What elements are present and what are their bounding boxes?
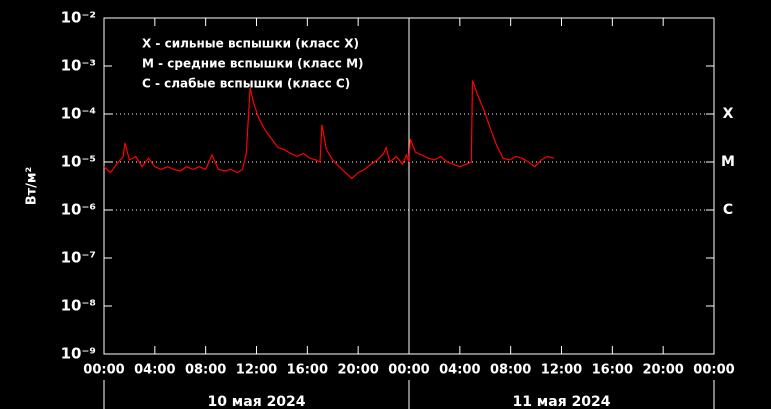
date-label: 11 мая 2024 (512, 394, 610, 409)
y-tick-label: 10⁻³ (61, 57, 96, 75)
legend-text: X - сильные вспышки (класс X) (142, 37, 359, 51)
x-tick-label: 00:00 (83, 363, 124, 378)
level-label: X (723, 106, 734, 122)
flux-line (103, 80, 555, 180)
y-tick-label: 10⁻⁵ (61, 153, 96, 171)
x-tick-label: 20:00 (642, 363, 683, 378)
level-label: M (721, 154, 735, 170)
x-tick-label: 16:00 (287, 363, 328, 378)
y-tick-label: 10⁻⁴ (61, 105, 96, 123)
x-tick-label: 08:00 (185, 363, 226, 378)
date-label: 10 мая 2024 (207, 394, 305, 409)
legend-text: M - средние вспышки (класс M) (142, 57, 364, 71)
x-tick-label: 00:00 (388, 363, 429, 378)
y-tick-label: 10⁻⁷ (61, 249, 96, 267)
x-tick-label: 04:00 (439, 363, 480, 378)
x-tick-label: 12:00 (541, 363, 582, 378)
y-tick-label: 10⁻⁸ (61, 297, 96, 315)
y-tick-label: 10⁻² (61, 9, 96, 27)
y-tick-label: 10⁻⁹ (61, 345, 96, 363)
x-tick-label: 20:00 (337, 363, 378, 378)
x-tick-label: 08:00 (490, 363, 531, 378)
x-tick-label: 12:00 (236, 363, 277, 378)
x-tick-label: 00:00 (693, 363, 734, 378)
y-axis-label: Вт/м² (25, 167, 40, 206)
legend-text: C - слабые вспышки (класс C) (142, 77, 350, 91)
y-tick-label: 10⁻⁶ (61, 201, 96, 219)
x-tick-label: 04:00 (134, 363, 175, 378)
level-label: C (723, 202, 733, 218)
x-tick-label: 16:00 (592, 363, 633, 378)
